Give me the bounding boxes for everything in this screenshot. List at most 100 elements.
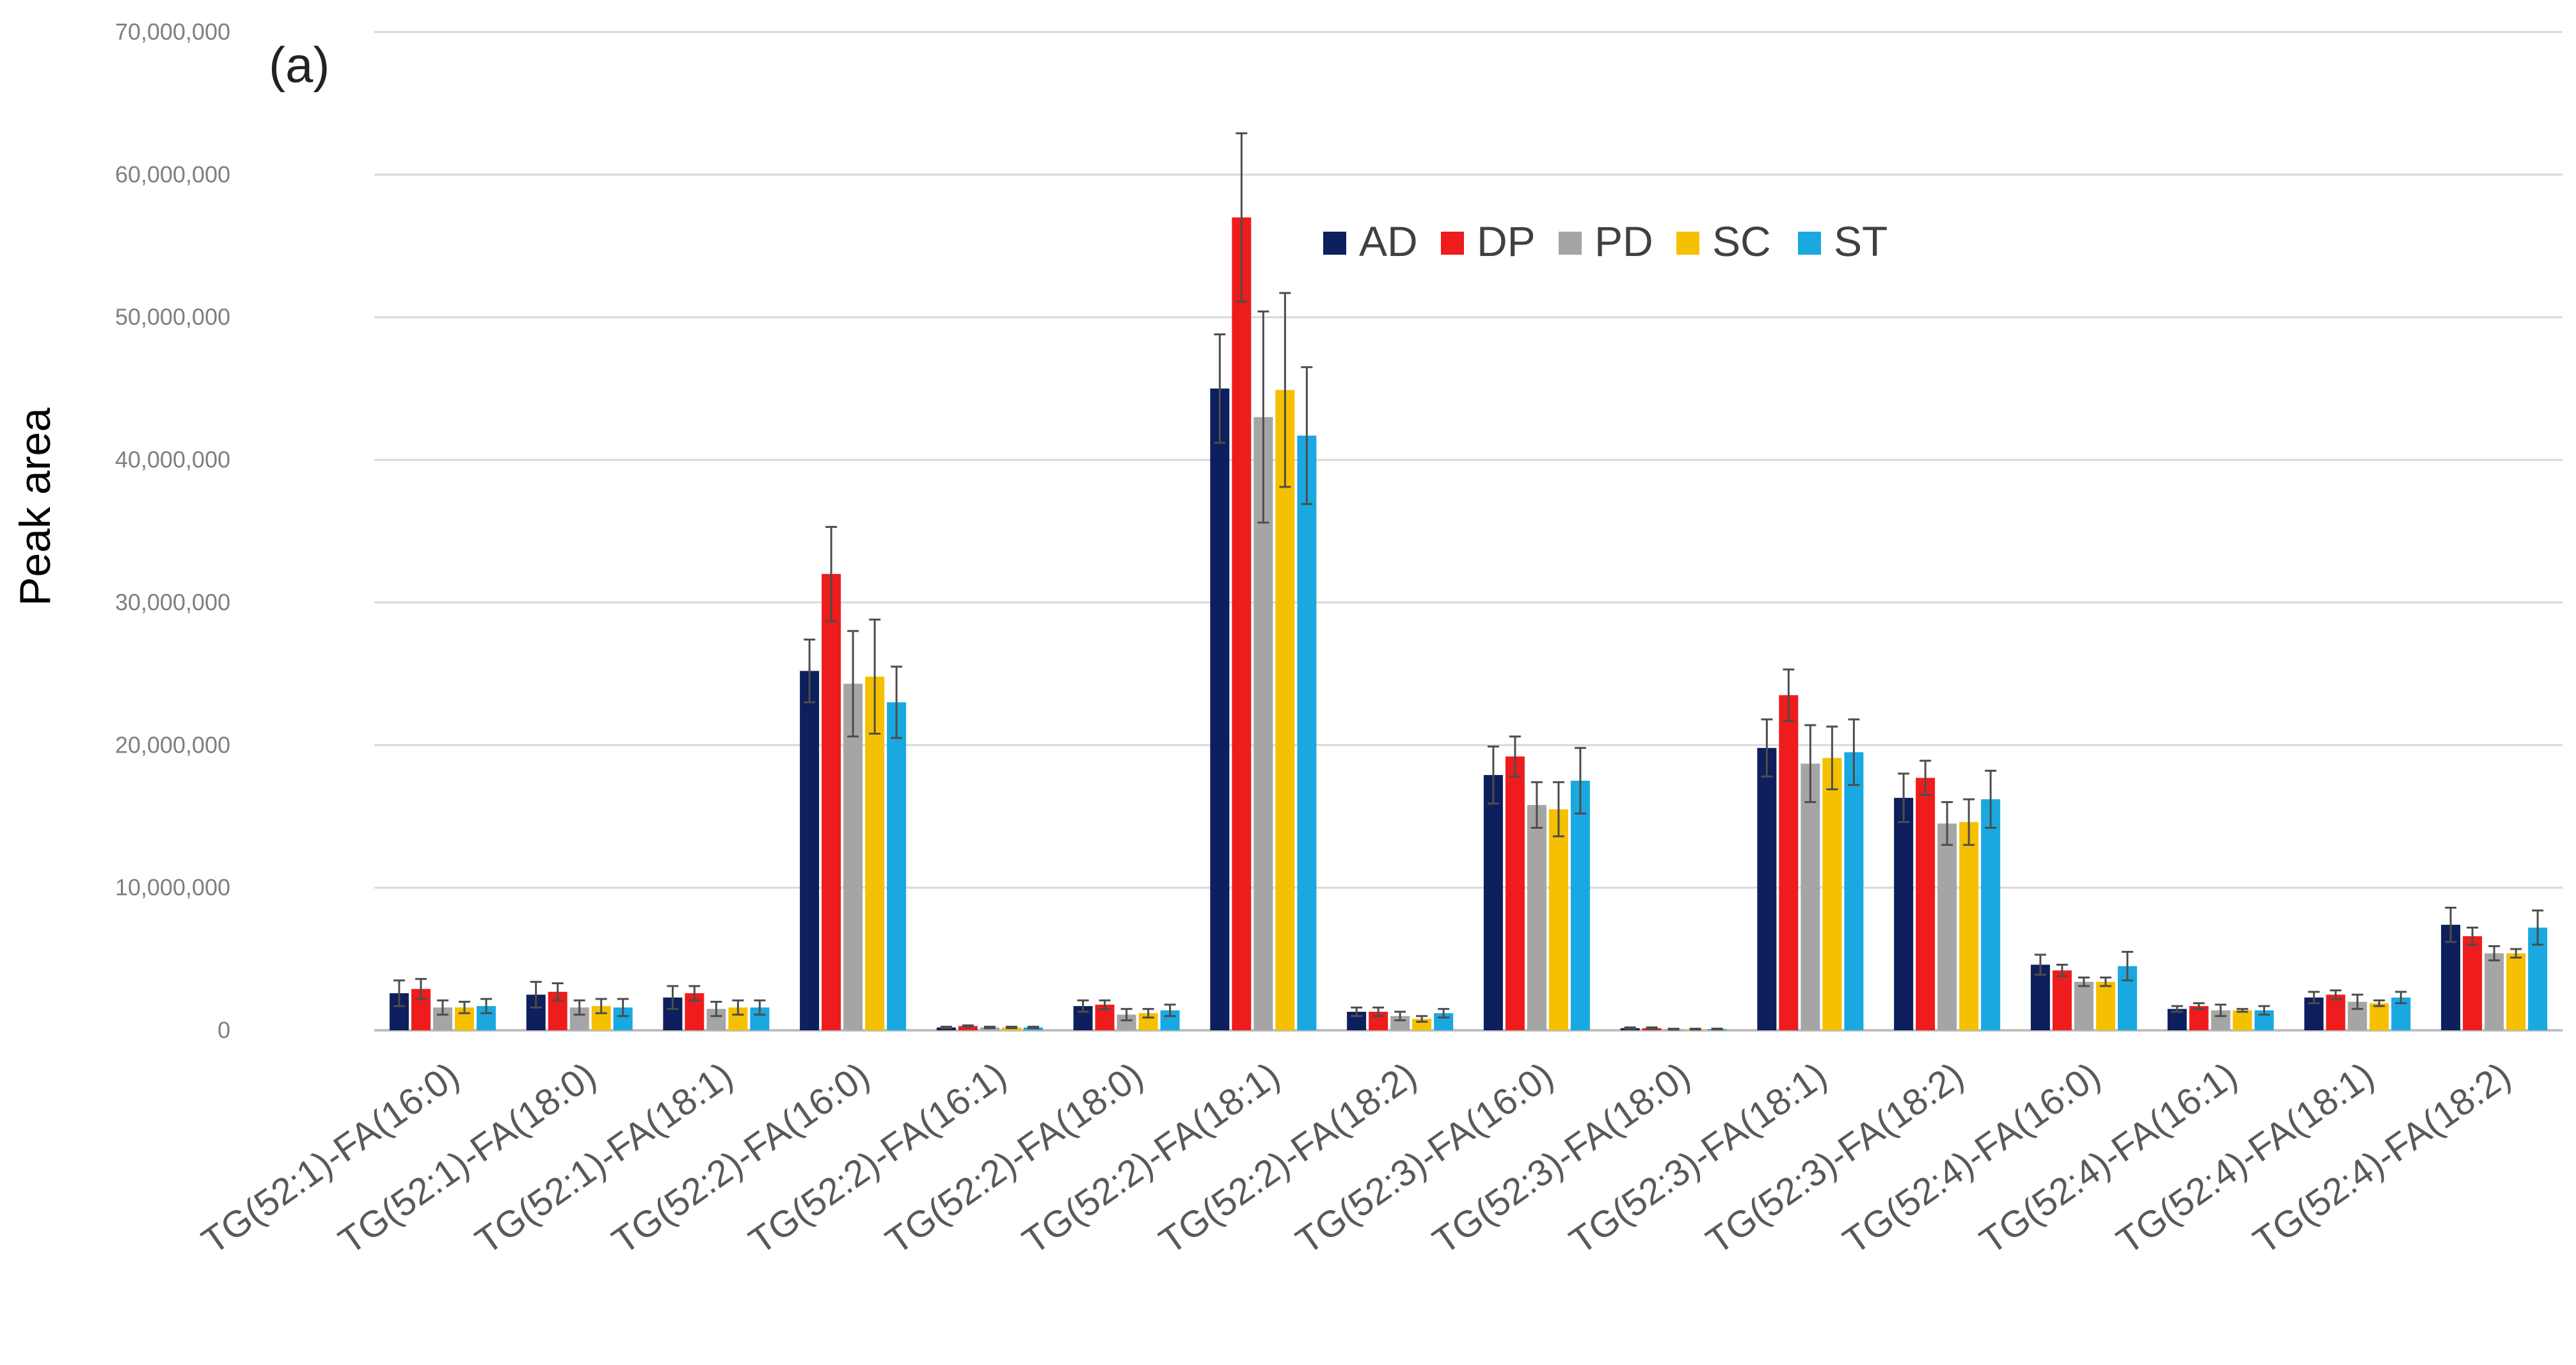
y-axis-tick-labels: 0 10,000,000 20,000,000 30,000,000 40,000,00… bbox=[115, 19, 230, 1043]
error-bar bbox=[2488, 945, 2500, 962]
y-tick-label: 0 bbox=[218, 1017, 230, 1043]
error-bar bbox=[1372, 1006, 1385, 1018]
error-bar bbox=[595, 998, 607, 1014]
error-bar bbox=[1120, 1008, 1133, 1021]
y-tick-label: 30,000,000 bbox=[115, 589, 230, 615]
error-bar bbox=[754, 999, 766, 1016]
y-axis-title: Peak area bbox=[11, 408, 60, 606]
bar-pd bbox=[2485, 953, 2504, 1030]
error-bar bbox=[2351, 993, 2364, 1010]
error-bar bbox=[2214, 1003, 2227, 1018]
bar-pd bbox=[1937, 823, 1957, 1030]
bar-dp bbox=[1779, 695, 1799, 1030]
error-bar bbox=[847, 630, 859, 738]
error-bar bbox=[393, 979, 405, 1007]
legend-swatch bbox=[1441, 232, 1464, 255]
error-bar bbox=[1963, 798, 1975, 846]
error-bar bbox=[1985, 769, 1997, 829]
bar-st bbox=[887, 702, 907, 1030]
error-bar bbox=[1099, 999, 1111, 1010]
error-bar bbox=[2236, 1008, 2248, 1013]
error-bar bbox=[1438, 1008, 1450, 1019]
bar-pd bbox=[2074, 982, 2094, 1030]
legend-label: AD bbox=[1359, 218, 1418, 265]
error-bar bbox=[1646, 1026, 1658, 1030]
legend-swatch bbox=[1559, 232, 1582, 255]
error-bar bbox=[667, 985, 679, 1010]
bar-dp bbox=[1916, 778, 1936, 1030]
error-bar bbox=[480, 998, 492, 1014]
error-bar bbox=[2171, 1005, 2183, 1013]
error-bar bbox=[2510, 948, 2522, 959]
error-bar bbox=[1848, 718, 1860, 786]
bar-dp bbox=[2189, 1006, 2209, 1030]
bar-st bbox=[1297, 435, 1317, 1030]
error-bar bbox=[1783, 668, 1795, 722]
error-bar bbox=[1898, 772, 1910, 824]
bar-ad bbox=[1210, 388, 1230, 1030]
error-bar bbox=[2373, 999, 2385, 1007]
legend-swatch bbox=[1323, 232, 1346, 255]
error-bar bbox=[2445, 906, 2457, 943]
error-bar bbox=[2078, 977, 2090, 987]
bar-st bbox=[1844, 752, 1864, 1030]
error-bar bbox=[2258, 1005, 2270, 1016]
legend-label: ST bbox=[1834, 218, 1888, 265]
error-bar bbox=[962, 1024, 974, 1028]
bar-pd bbox=[843, 683, 863, 1030]
error-bar bbox=[552, 982, 564, 1002]
error-bar bbox=[1920, 760, 1932, 796]
error-bar bbox=[617, 998, 629, 1018]
legend-swatch bbox=[1798, 232, 1821, 255]
error-bar bbox=[688, 985, 701, 1002]
error-bar bbox=[1624, 1026, 1636, 1030]
error-bar bbox=[1077, 999, 1089, 1013]
bar-dp bbox=[822, 573, 841, 1030]
bar-sc bbox=[1959, 822, 1979, 1030]
error-bar bbox=[2532, 909, 2544, 946]
error-bar bbox=[2330, 989, 2342, 1000]
bar-dp bbox=[958, 1026, 978, 1030]
error-bar bbox=[1761, 718, 1773, 778]
bar-sc bbox=[1548, 809, 1568, 1030]
legend-item-pd: PD bbox=[1559, 218, 1653, 265]
y-tick-label: 70,000,000 bbox=[115, 19, 230, 45]
error-bar bbox=[1487, 746, 1499, 805]
error-bar bbox=[1416, 1015, 1428, 1023]
error-bar bbox=[2121, 950, 2133, 982]
bar-ad bbox=[800, 671, 820, 1030]
bar-dp bbox=[2326, 994, 2346, 1030]
y-tick-label: 60,000,000 bbox=[115, 161, 230, 188]
error-bar bbox=[1301, 366, 1313, 506]
error-bar bbox=[1027, 1025, 1039, 1030]
error-bar bbox=[2308, 991, 2320, 1005]
error-bar bbox=[2056, 963, 2068, 977]
error-bar bbox=[1509, 735, 1521, 778]
error-bar bbox=[2193, 1002, 2205, 1010]
bar-sc bbox=[2506, 953, 2526, 1030]
bar-dp bbox=[2463, 936, 2483, 1030]
error-bar bbox=[573, 999, 585, 1016]
bar-ad bbox=[1483, 775, 1503, 1030]
error-bar bbox=[710, 1000, 722, 1018]
error-bar bbox=[869, 618, 881, 735]
error-bar bbox=[2467, 927, 2479, 946]
error-bar bbox=[1530, 781, 1543, 829]
error-bar bbox=[940, 1025, 952, 1030]
error-bar bbox=[1142, 1008, 1154, 1019]
error-bar bbox=[415, 978, 427, 1000]
bar-sc bbox=[2369, 1003, 2389, 1030]
bar-pd bbox=[1801, 763, 1820, 1030]
legend-item-st: ST bbox=[1798, 218, 1888, 265]
panel-label: (a) bbox=[269, 36, 330, 93]
error-bar bbox=[2099, 977, 2111, 987]
y-tick-label: 50,000,000 bbox=[115, 304, 230, 330]
error-bar bbox=[983, 1025, 996, 1030]
error-bar bbox=[436, 999, 449, 1016]
y-tick-label: 20,000,000 bbox=[115, 731, 230, 758]
error-bar bbox=[2395, 991, 2407, 1005]
error-bar bbox=[1279, 292, 1291, 488]
bar-st bbox=[1570, 781, 1590, 1030]
error-bar bbox=[1257, 310, 1269, 524]
error-bar bbox=[1826, 725, 1838, 790]
